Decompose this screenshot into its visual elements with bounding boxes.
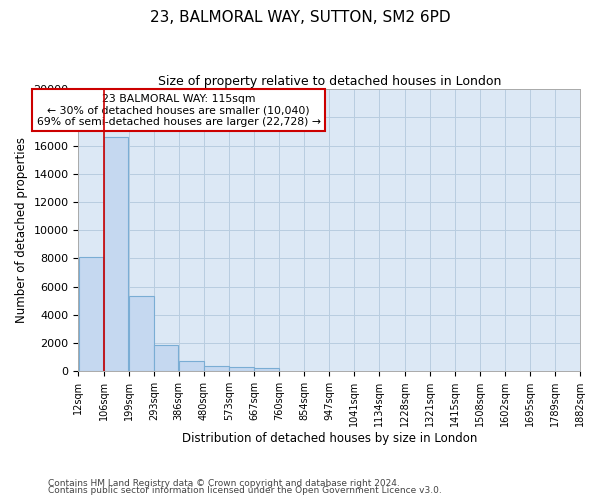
X-axis label: Distribution of detached houses by size in London: Distribution of detached houses by size … bbox=[182, 432, 477, 445]
Bar bbox=[204, 366, 229, 371]
Bar bbox=[229, 368, 254, 371]
Title: Size of property relative to detached houses in London: Size of property relative to detached ho… bbox=[158, 75, 501, 88]
Bar bbox=[179, 360, 203, 371]
Text: 23, BALMORAL WAY, SUTTON, SM2 6PD: 23, BALMORAL WAY, SUTTON, SM2 6PD bbox=[149, 10, 451, 25]
Text: 23 BALMORAL WAY: 115sqm
← 30% of detached houses are smaller (10,040)
69% of sem: 23 BALMORAL WAY: 115sqm ← 30% of detache… bbox=[37, 94, 321, 127]
Bar bbox=[79, 257, 103, 371]
Bar bbox=[154, 345, 178, 371]
Bar bbox=[129, 296, 154, 371]
Y-axis label: Number of detached properties: Number of detached properties bbox=[15, 137, 28, 323]
Bar bbox=[254, 368, 279, 371]
Text: Contains HM Land Registry data © Crown copyright and database right 2024.: Contains HM Land Registry data © Crown c… bbox=[48, 478, 400, 488]
Bar bbox=[104, 137, 128, 371]
Text: Contains public sector information licensed under the Open Government Licence v3: Contains public sector information licen… bbox=[48, 486, 442, 495]
